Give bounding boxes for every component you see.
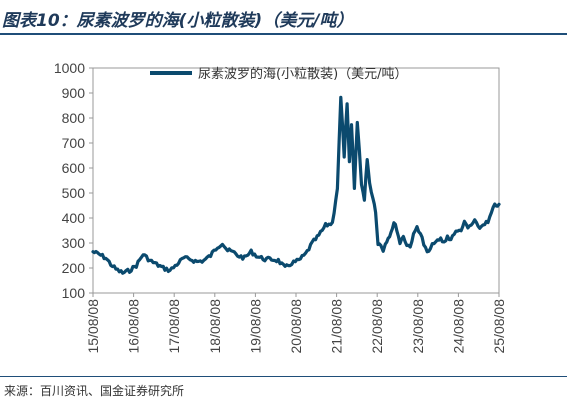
x-tick-label: 16/08/08 bbox=[126, 299, 142, 354]
x-tick-label: 18/08/08 bbox=[207, 299, 223, 354]
y-tick-label: 100 bbox=[62, 285, 86, 301]
x-tick-label: 17/08/08 bbox=[166, 299, 182, 354]
x-tick-label: 20/08/08 bbox=[288, 299, 304, 354]
y-tick-label: 200 bbox=[62, 260, 86, 276]
legend-label: 尿素波罗的海(小粒散装)（美元/吨） bbox=[198, 66, 408, 82]
x-tick-label: 19/08/08 bbox=[247, 299, 263, 354]
y-tick-label: 1000 bbox=[54, 60, 85, 76]
x-tick-label: 21/08/08 bbox=[329, 299, 345, 354]
title-bar: 图表10：尿素波罗的海(小粒散装)（美元/吨） bbox=[0, 0, 567, 36]
series-line bbox=[91, 95, 501, 275]
y-tick-label: 300 bbox=[62, 235, 86, 251]
x-axis: 15/08/08 16/08/08 17/08/08 18/08/08 19/08/08… bbox=[85, 293, 507, 354]
y-tick-label: 600 bbox=[62, 160, 86, 176]
source-note: 来源：百川资讯、国金证券研究所 bbox=[4, 384, 185, 398]
y-tick-label: 800 bbox=[62, 110, 86, 126]
x-tick-label: 23/08/08 bbox=[410, 299, 426, 354]
x-tick-label: 24/08/08 bbox=[450, 299, 466, 354]
y-tick-label: 500 bbox=[62, 185, 86, 201]
figure-title: 图表10：尿素波罗的海(小粒散装)（美元/吨） bbox=[2, 11, 354, 31]
y-tick-label: 400 bbox=[62, 210, 86, 226]
x-tick-label: 22/08/08 bbox=[369, 299, 385, 354]
y-tick-label: 700 bbox=[62, 135, 86, 151]
y-tick-label: 900 bbox=[62, 85, 86, 101]
title-underline bbox=[0, 33, 567, 35]
source-divider bbox=[0, 376, 567, 377]
series-layer bbox=[91, 95, 501, 275]
line-chart: 100 200 300 400 500 600 700 800 900 1000 15/08/08… bbox=[54, 60, 507, 354]
x-tick-label: 15/08/08 bbox=[85, 299, 101, 354]
legend: 尿素波罗的海(小粒散装)（美元/吨） bbox=[150, 66, 408, 82]
x-tick-label: 25/08/08 bbox=[491, 299, 507, 354]
y-axis: 100 200 300 400 500 600 700 800 900 1000 bbox=[54, 60, 93, 301]
